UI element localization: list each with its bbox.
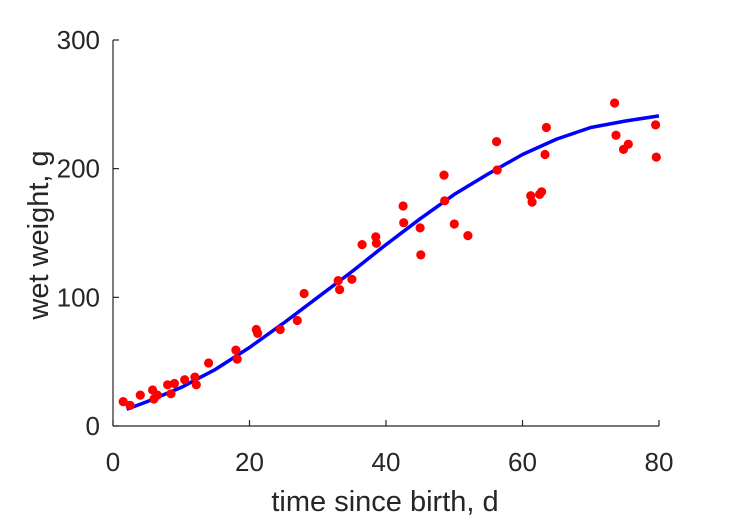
y-axis-title: wet weight, g <box>23 150 55 320</box>
data-point <box>623 139 633 149</box>
data-point <box>492 165 502 175</box>
data-point <box>275 324 285 335</box>
data-point <box>292 315 302 326</box>
data-point <box>204 358 214 368</box>
y-tick-label: 300 <box>57 25 100 55</box>
data-point <box>135 390 145 400</box>
y-tick-label: 0 <box>86 411 100 441</box>
data-point <box>118 397 128 407</box>
data-point <box>440 196 450 206</box>
data-point <box>232 354 242 364</box>
data-point <box>610 98 620 108</box>
data-point <box>335 285 345 295</box>
data-point <box>253 328 263 338</box>
x-tick-label: 80 <box>645 447 674 477</box>
data-point <box>416 250 426 260</box>
x-tick-label: 40 <box>372 447 401 477</box>
data-point <box>371 238 381 248</box>
data-point <box>152 390 162 400</box>
data-point <box>398 201 408 211</box>
data-point <box>651 152 661 162</box>
fit-curve-series <box>126 114 660 411</box>
data-point <box>333 276 343 286</box>
data-point <box>169 378 179 389</box>
y-tick-label: 200 <box>57 154 100 184</box>
data-point <box>415 223 425 233</box>
y-axis: 0 100 200 300 <box>57 25 119 441</box>
x-axis-title: time since birth, d <box>271 486 498 518</box>
data-point <box>449 219 459 229</box>
data-point <box>439 170 449 180</box>
x-tick-label: 20 <box>235 447 264 477</box>
data-point <box>492 137 502 147</box>
data-point <box>463 231 473 241</box>
fit-curve-line <box>126 114 660 411</box>
data-point <box>611 130 621 140</box>
y-tick-label: 100 <box>57 282 100 312</box>
data-point <box>347 274 357 284</box>
data-point <box>190 372 200 382</box>
data-point <box>541 122 552 133</box>
data-point <box>166 389 176 399</box>
data-point <box>125 400 135 410</box>
data-point <box>537 187 547 197</box>
data-points-series <box>118 98 661 410</box>
data-point <box>299 288 309 299</box>
data-point <box>231 345 241 355</box>
data-point <box>180 375 190 385</box>
x-tick-label: 60 <box>508 447 537 477</box>
data-point <box>399 218 409 228</box>
x-tick-label: 0 <box>106 447 120 477</box>
data-point <box>191 380 201 390</box>
data-point <box>651 120 661 130</box>
data-point <box>357 240 367 250</box>
data-point <box>527 197 537 207</box>
data-point <box>540 149 550 160</box>
data-point <box>163 380 173 390</box>
x-axis: 0 20 40 60 80 <box>106 420 674 477</box>
